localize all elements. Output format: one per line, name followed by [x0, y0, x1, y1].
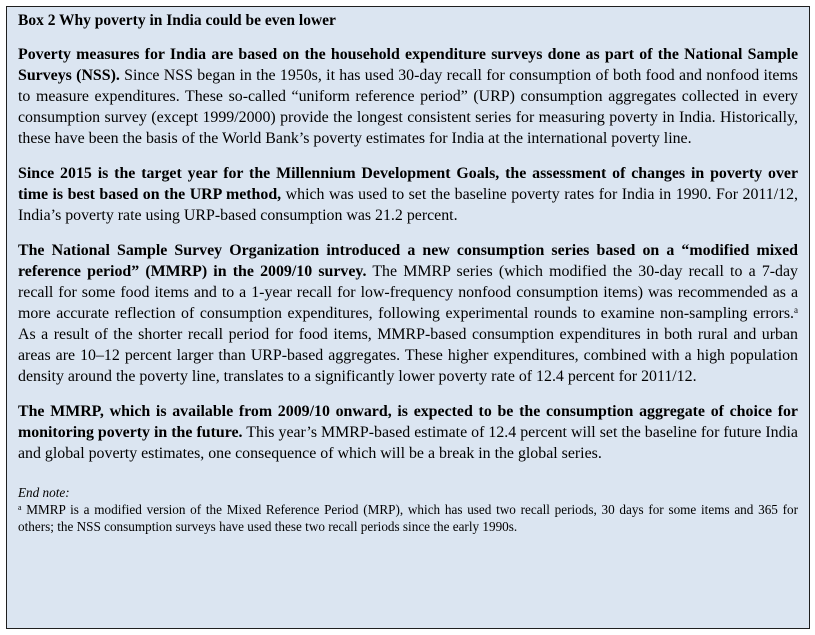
- footnote-marker: a: [794, 305, 798, 315]
- endnote-marker: a: [18, 503, 22, 512]
- box-title: Box 2 Why poverty in India could be even…: [18, 12, 336, 29]
- paragraph-lead: The MMRP, which is available from 2009/1…: [18, 403, 798, 441]
- paragraph-lead: Since 2015 is the target year for the Mi…: [18, 165, 798, 203]
- paragraph-mmrp-future: The MMRP, which is available from 2009/1…: [18, 401, 798, 464]
- endnote-label: End note:: [18, 485, 70, 500]
- paragraph-urp-method: Since 2015 is the target year for the Mi…: [18, 163, 798, 226]
- paragraph-body-continued: As a result of the shorter recall period…: [18, 326, 798, 385]
- endnote-body: MMRP is a modified version of the Mixed …: [18, 502, 798, 534]
- paragraph-body: Since NSS began in the 1950s, it has use…: [18, 67, 798, 147]
- endnote: End note: a MMRP is a modified version o…: [18, 484, 798, 535]
- paragraph-lead: Poverty measures for India are based on …: [18, 46, 798, 84]
- paragraph-mmrp-introduction: The National Sample Survey Organization …: [18, 240, 798, 387]
- text-box: Box 2 Why poverty in India could be even…: [6, 6, 810, 629]
- paragraph-body: which was used to set the baseline pover…: [18, 186, 798, 224]
- paragraph-lead: The National Sample Survey Organization …: [18, 242, 798, 280]
- paragraph-body: This year’s MMRP-based estimate of 12.4 …: [18, 424, 798, 462]
- endnote-text: a MMRP is a modified version of the Mixe…: [18, 501, 798, 535]
- paragraph-body: The MMRP series (which modified the 30-d…: [18, 263, 798, 322]
- paragraph-nss-background: Poverty measures for India are based on …: [18, 44, 798, 149]
